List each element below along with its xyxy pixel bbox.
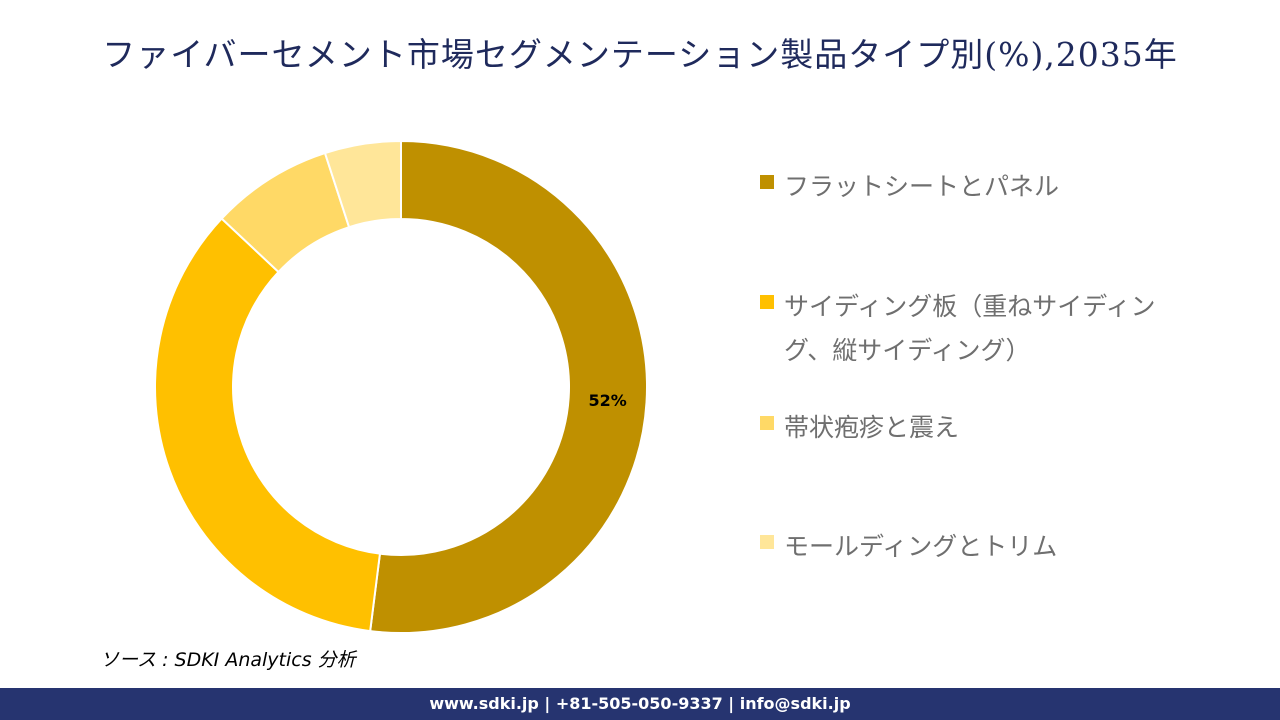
legend-item: サイディング板（重ねサイディング、縦サイディング） xyxy=(760,285,1194,373)
legend-label: モールディングとトリム xyxy=(784,532,1058,561)
legend-swatch xyxy=(760,416,774,430)
legend-label: 帯状疱疹と震え xyxy=(784,413,960,442)
legend-swatch xyxy=(760,175,774,189)
legend-item: モールディングとトリム xyxy=(760,525,1194,569)
donut-slice xyxy=(323,139,402,229)
legend-label: フラットシートとパネル xyxy=(784,172,1060,201)
chart-title: ファイバーセメント市場セグメンテーション製品タイプ別(%),2035年 xyxy=(102,35,1178,74)
donut-slice xyxy=(154,217,382,633)
legend-item: 帯状疱疹と震え xyxy=(760,406,1194,450)
donut-slice xyxy=(369,139,648,634)
data-label: 52% xyxy=(588,391,626,410)
legend-label: サイディング板（重ねサイディング、縦サイディング） xyxy=(784,292,1156,365)
legend-item: フラットシートとパネル xyxy=(760,165,1194,209)
source-note: ソース : SDKI Analytics 分析 xyxy=(100,649,356,671)
footer-contact: www.sdki.jp | +81-505-050-9337 | info@sd… xyxy=(0,688,1280,720)
legend-swatch xyxy=(760,535,774,549)
legend-swatch xyxy=(760,295,774,309)
